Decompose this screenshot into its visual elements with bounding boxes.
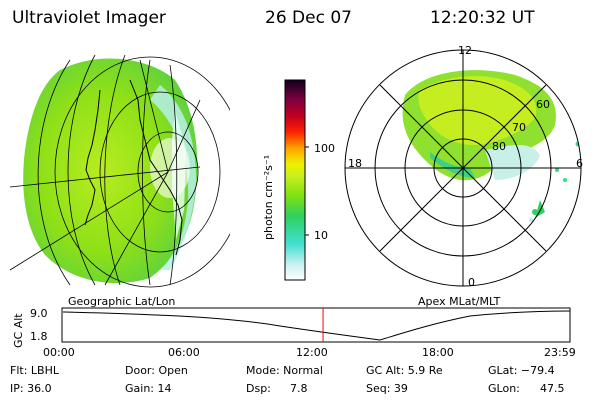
- lat-label-70: 70: [512, 121, 526, 134]
- mode-label: Mode: Normal: [246, 364, 323, 377]
- altitude-ylabel: GC Alt: [12, 313, 25, 348]
- altitude-xtick-2: 12:00: [296, 346, 328, 359]
- glon-label: GLon:: [488, 382, 520, 395]
- geographic-image: [9, 54, 230, 288]
- altitude-xtick-3: 18:00: [422, 346, 454, 359]
- polar-plot: [344, 49, 582, 287]
- door-label: Door: Open: [125, 364, 188, 377]
- mlt-label-12: 12: [458, 44, 472, 57]
- glat-label: GLat: −79.4: [488, 364, 555, 377]
- lat-label-80: 80: [492, 140, 506, 153]
- altitude-ytick-9: 9.0: [30, 307, 48, 320]
- instrument-title: Ultraviolet Imager: [12, 8, 166, 28]
- mlt-label-18: 18: [348, 157, 362, 170]
- altitude-xtick-0: 00:00: [43, 346, 75, 359]
- mlt-label-0: 0: [468, 276, 475, 289]
- altitude-xtick-4: 23:59: [544, 346, 576, 359]
- lat-label-60: 60: [536, 98, 550, 111]
- altitude-xtick-1: 06:00: [168, 346, 200, 359]
- gc-alt-label: GC Alt: 5.9 Re: [366, 364, 443, 377]
- altitude-ytick-1: 1.8: [30, 330, 48, 343]
- colorbar-tick-10: 10: [314, 229, 328, 242]
- seq-label: Seq: 39: [366, 382, 408, 395]
- colorbar-tick-100: 100: [314, 142, 335, 155]
- colorbar-label: photon cm⁻²s⁻¹: [262, 154, 275, 240]
- time-label: 12:20:32 UT: [430, 8, 535, 28]
- colorbar: [284, 79, 309, 281]
- dsp-value: 7.8: [290, 382, 308, 395]
- glon-value: 47.5: [540, 382, 565, 395]
- ip-label: IP: 36.0: [10, 382, 52, 395]
- dsp-label: Dsp:: [246, 382, 271, 395]
- left-panel-label: Geographic Lat/Lon: [68, 295, 176, 308]
- mlt-label-6: 6: [576, 157, 583, 170]
- filter-label: Flt: LBHL: [10, 364, 59, 377]
- right-panel-label: Apex MLat/MLT: [418, 295, 501, 308]
- date-label: 26 Dec 07: [265, 8, 352, 28]
- gain-label: Gain: 14: [125, 382, 172, 395]
- altitude-plot: [61, 307, 571, 343]
